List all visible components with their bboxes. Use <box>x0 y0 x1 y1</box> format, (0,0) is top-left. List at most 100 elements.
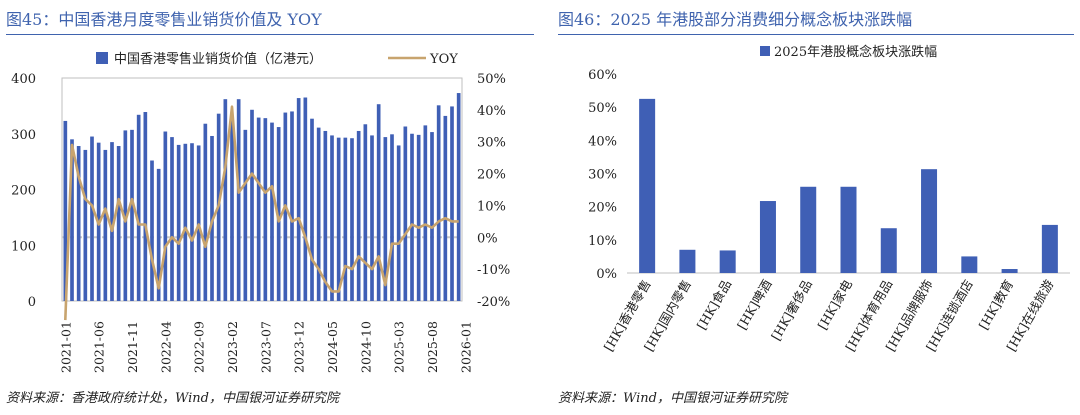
sales-bar <box>256 117 261 302</box>
sales-bar <box>383 137 388 301</box>
right-panel: 图46：2025 年港股部分消费细分概念板块涨跌幅 0% 10% 20% 30% 40%… <box>552 0 1080 415</box>
sales-bar <box>276 127 281 301</box>
sales-bar <box>230 116 234 301</box>
sales-bar <box>290 111 294 301</box>
x-tick-label: 2024-10 <box>358 321 373 373</box>
right-y-tick-label: 50% <box>477 72 506 87</box>
left-source-note: 资料来源：香港政府统计处，Wind，中国银河证券研究院 <box>6 391 339 406</box>
sales-bar <box>103 149 108 301</box>
category-label: [HK]教育 <box>976 277 1016 332</box>
sales-bar <box>150 160 154 301</box>
sales-bar <box>423 125 428 301</box>
sales-bar <box>323 130 328 301</box>
y-tick-label: 50% <box>588 101 617 116</box>
left-y-tick-label: 400 <box>11 72 36 87</box>
x-tick-label: 2022-04 <box>158 321 173 373</box>
sector-bar <box>639 98 656 273</box>
left-y-tick-label: 0 <box>28 295 36 310</box>
x-tick-label: 2021-06 <box>92 321 107 373</box>
sales-bar <box>296 98 301 301</box>
x-tick-label: 2023-07 <box>258 321 273 373</box>
sector-bar <box>679 249 696 273</box>
category-label: [HK]家电 <box>815 277 856 333</box>
sales-bar <box>90 136 94 301</box>
x-tick-label: 2025-08 <box>425 321 440 373</box>
x-tick-label: 2024-05 <box>325 321 340 373</box>
yoy-line <box>64 105 459 321</box>
sales-bar <box>130 129 134 301</box>
sales-bar <box>170 137 174 301</box>
sector-bar <box>1041 224 1058 273</box>
left-figure-title: 图45：中国香港月度零售业销货价值及 YOY <box>6 10 322 29</box>
sales-bar <box>263 118 268 301</box>
sales-bar <box>416 134 421 301</box>
y-tick-label: 0% <box>596 267 617 282</box>
sales-bar <box>243 129 248 301</box>
left-title-rule <box>6 34 534 35</box>
sector-bar <box>719 250 736 273</box>
sales-bar <box>250 109 254 301</box>
right-y-tick-label: 20% <box>477 168 506 183</box>
sector-bar <box>921 169 938 273</box>
x-tick-label: 2021-11 <box>125 321 140 373</box>
right-y-tick-label: -20% <box>477 295 510 310</box>
x-tick-label: 2025-03 <box>392 321 407 373</box>
sales-bar <box>203 123 208 301</box>
sales-bar <box>403 126 408 301</box>
sales-bar <box>336 137 341 301</box>
y-tick-label: 30% <box>588 168 617 183</box>
sales-bar <box>350 138 354 301</box>
sales-bar <box>390 134 394 301</box>
legend-bar-label: 中国香港零售业销货价值（亿港元） <box>114 51 322 67</box>
sales-bar <box>176 144 181 301</box>
category-label: [HK]啤酒 <box>734 277 774 332</box>
sales-bar <box>303 97 308 301</box>
right-y-tick-label: 10% <box>477 199 506 214</box>
sales-bar <box>270 122 274 301</box>
sector-bar <box>759 201 776 273</box>
sales-bar <box>443 115 448 301</box>
sales-bar <box>343 137 348 301</box>
sales-bar <box>190 143 194 301</box>
left-panel: 图45：中国香港月度零售业销货价值及 YOY 0 100 200 300 400 -20%… <box>6 10 534 406</box>
right-source-note: 资料来源：Wind，中国银河证券研究院 <box>558 391 787 406</box>
sector-bar <box>1001 269 1018 273</box>
sales-bar <box>183 143 188 301</box>
category-label: [HK]奢侈品 <box>768 277 815 343</box>
legend-bar-swatch <box>96 52 108 64</box>
sales-bar <box>316 127 321 302</box>
x-tick-label: 2023-12 <box>292 321 307 373</box>
y-tick-label: 40% <box>588 134 617 149</box>
sales-bar <box>156 168 161 301</box>
retail-sales-chart: 0 100 200 300 400 -20% -10% 0% 10% 20% 30% 40% 50% 20… <box>11 51 510 373</box>
sales-bar <box>163 131 168 301</box>
sales-bar <box>236 99 241 301</box>
sales-bar <box>136 114 141 301</box>
sales-bar <box>376 104 381 301</box>
sales-bar <box>123 130 128 301</box>
y-tick-label: 60% <box>588 68 617 83</box>
right-y-tick-label: 0% <box>477 231 498 246</box>
sales-bar <box>83 149 88 301</box>
legend-label: 2025年港股概念板块涨跌幅 <box>774 44 937 60</box>
left-y-tick-label: 200 <box>11 184 36 199</box>
sales-bar <box>450 106 454 302</box>
left-y-tick-label: 300 <box>11 128 36 143</box>
sales-bar <box>410 133 414 301</box>
sector-bar <box>961 256 978 273</box>
sector-bar <box>880 228 897 273</box>
left-y-tick-label: 100 <box>11 239 36 254</box>
sales-bar <box>63 120 68 302</box>
x-tick-label: 2026-01 <box>458 321 473 373</box>
sales-bar <box>436 105 441 301</box>
right-y-tick-label: 40% <box>477 104 506 119</box>
right-title-rule <box>558 34 1074 35</box>
plot-frame <box>61 77 463 302</box>
x-tick-label: 2023-02 <box>225 321 240 373</box>
y-tick-label: 20% <box>588 201 617 216</box>
sales-bar <box>76 146 81 301</box>
sales-bar <box>430 132 434 301</box>
sales-bar <box>116 146 121 301</box>
sales-bar <box>70 139 74 301</box>
sales-bar <box>143 112 148 301</box>
